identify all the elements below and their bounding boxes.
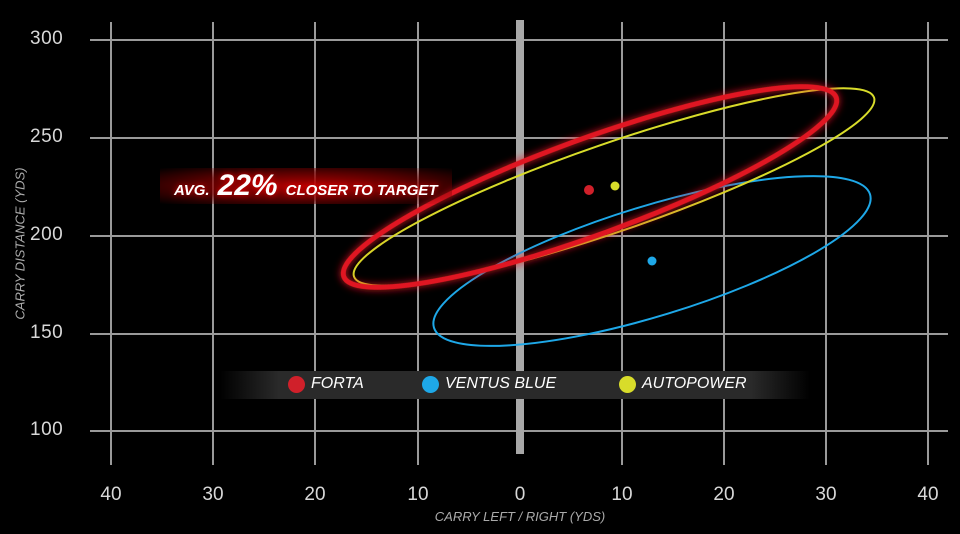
legend-item-ventus-blue: VENTUS BLUE (422, 375, 556, 393)
callout-suffix: CLOSER TO TARGET (285, 182, 438, 199)
ventus-blue-mean-point (647, 256, 657, 266)
y-tick: 300 (30, 28, 64, 49)
legend-label: AUTOPOWER (642, 375, 747, 392)
autopower-dot-icon (619, 375, 636, 393)
forta-dot-icon (288, 375, 305, 393)
x-tick: 0 (514, 484, 526, 505)
x-tick: 20 (304, 484, 326, 505)
x-tick: 10 (407, 484, 429, 505)
x-tick: 40 (917, 484, 939, 505)
x-tick: 30 (202, 484, 224, 505)
callout-prefix: AVG. (174, 182, 210, 199)
center-target-line (516, 20, 524, 454)
x-tick: 10 (611, 484, 633, 505)
ventus-blue-dot-icon (422, 375, 439, 393)
callout-value: 22% (217, 169, 278, 202)
y-tick: 150 (30, 322, 64, 343)
y-tick: 200 (30, 224, 64, 245)
autopower-ellipse (352, 87, 876, 287)
callout-banner: AVG. 22% CLOSER TO TARGET (160, 168, 452, 204)
x-tick: 40 (100, 484, 122, 505)
y-tick: 100 (30, 419, 64, 440)
x-tick: 30 (815, 484, 837, 505)
x-tick: 20 (713, 484, 735, 505)
x-axis-label: CARRY LEFT / RIGHT (YDS) (434, 509, 606, 524)
ventus-blue-ellipse (432, 175, 872, 347)
autopower-mean-point (610, 181, 620, 191)
y-tick: 250 (30, 126, 64, 147)
y-axis-label: CARRY DISTANCE (YDS) (12, 167, 28, 320)
legend-item-forta: FORTA (288, 375, 364, 393)
legend-label: VENTUS BLUE (445, 375, 557, 392)
legend-label: FORTA (311, 375, 364, 392)
legend: FORTA VENTUS BLUE AUTOPOWER (220, 371, 810, 399)
forta-mean-point (584, 185, 594, 195)
legend-item-autopower: AUTOPOWER (619, 375, 747, 393)
forta-ellipse (340, 84, 840, 290)
